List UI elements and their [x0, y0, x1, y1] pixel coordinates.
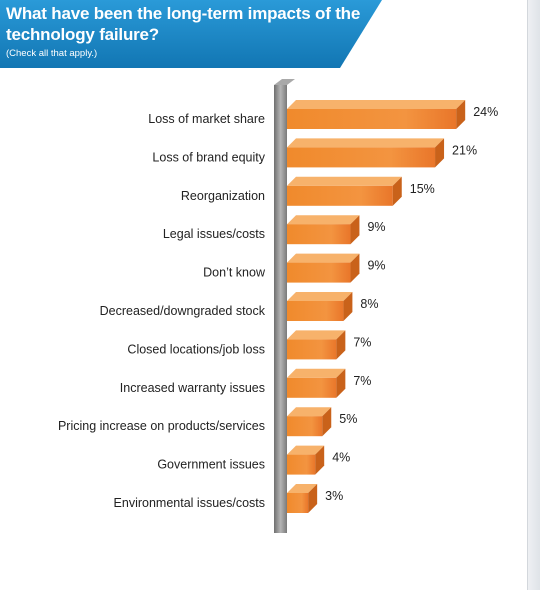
category-label: Government issues: [157, 458, 265, 472]
value-label: 5%: [339, 412, 357, 426]
bar-top: [287, 330, 346, 340]
header-banner: [0, 0, 382, 68]
bar-top: [287, 253, 360, 263]
bar-side: [456, 100, 466, 129]
category-label: Environmental issues/costs: [114, 496, 265, 510]
bar-side: [343, 292, 353, 321]
bar-top: [287, 445, 325, 455]
category-label: Legal issues/costs: [163, 227, 265, 241]
category-label: Pricing increase on products/services: [58, 419, 265, 433]
bar-side: [350, 215, 360, 245]
bar: [287, 224, 351, 245]
bar-top: [287, 407, 332, 417]
bar-top: [287, 215, 360, 225]
chart-header: What have been the long-term impacts of …: [0, 0, 382, 68]
value-label: 24%: [473, 105, 498, 119]
bar: [287, 377, 337, 398]
bar-side: [350, 253, 360, 283]
value-label: 15%: [410, 182, 435, 196]
value-label: 3%: [325, 489, 343, 503]
bar-side: [336, 368, 346, 398]
chart-subtitle: (Check all that apply.): [6, 48, 98, 59]
bar-top: [287, 176, 402, 186]
category-label: Closed locations/job loss: [127, 342, 265, 356]
value-label: 21%: [452, 143, 477, 157]
bar-side: [315, 445, 325, 475]
axis-post: [274, 85, 287, 533]
bar-top: [287, 368, 346, 378]
bar: [287, 109, 457, 129]
bar-top: [287, 484, 318, 493]
category-label: Reorganization: [181, 189, 265, 203]
bar: [287, 147, 436, 168]
bar: [287, 416, 323, 437]
bar-side: [308, 484, 318, 513]
value-label: 4%: [332, 451, 350, 465]
category-label: Increased warranty issues: [120, 381, 265, 395]
chart-title: What have been the long-term impacts of …: [6, 4, 361, 44]
bar-side: [435, 138, 445, 168]
bar-top: [287, 138, 445, 148]
value-label: 8%: [360, 297, 378, 311]
bar: [287, 339, 337, 360]
bar-side: [392, 176, 402, 206]
bar: [287, 493, 309, 513]
value-label: 9%: [367, 220, 385, 234]
category-label: Loss of market share: [148, 112, 265, 126]
value-label: 7%: [353, 335, 371, 349]
category-label: Decreased/downgraded stock: [100, 304, 266, 318]
bar-side: [322, 407, 332, 437]
bar: [287, 301, 344, 321]
bar: [287, 262, 351, 283]
bar: [287, 185, 393, 206]
bar-top: [287, 100, 466, 109]
category-label: Loss of brand equity: [152, 150, 265, 164]
axis-post-top: [274, 79, 295, 85]
value-label: 7%: [353, 374, 371, 388]
bar-top: [287, 292, 353, 301]
bar: [287, 454, 316, 475]
frame-edge: [527, 0, 540, 590]
bar-side: [336, 330, 346, 360]
category-label: Don’t know: [203, 266, 266, 280]
value-label: 9%: [367, 259, 385, 273]
